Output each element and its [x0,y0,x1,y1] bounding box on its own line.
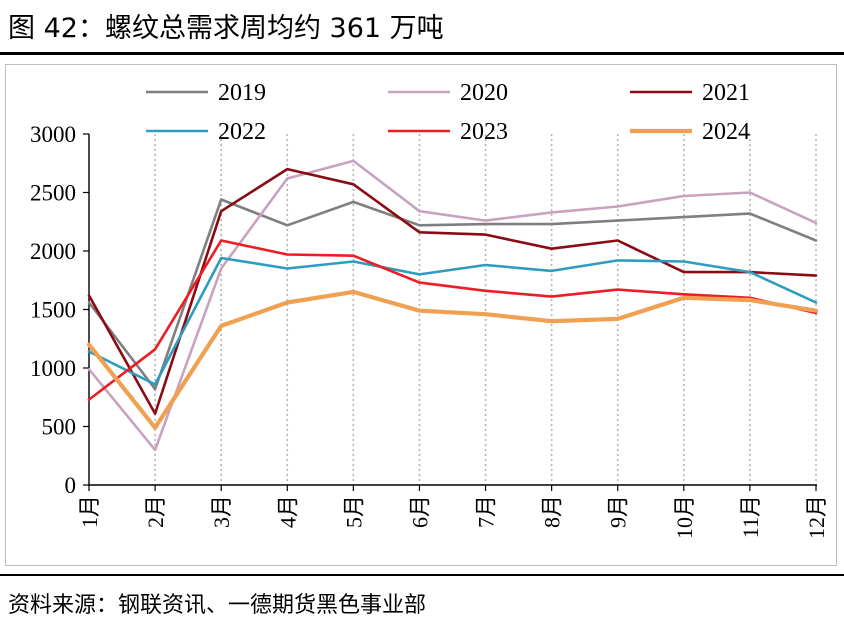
x-tick-label: 12月 [804,495,829,539]
x-tick-label: 2月 [143,495,168,528]
y-tick-label: 3000 [30,122,76,147]
series-line-2023 [87,239,818,401]
x-tick-label: 3月 [209,495,234,528]
y-tick-label: 500 [42,415,77,440]
x-tick-label: 10月 [672,495,697,539]
legend-label-2024: 2024 [702,119,750,145]
x-tick-label: 5月 [341,495,366,528]
x-tick-label: 7月 [474,495,499,528]
x-tick-label: 8月 [540,495,565,528]
x-tick-label: 4月 [275,495,300,528]
x-tick-label: 6月 [407,495,432,528]
series-line-2022 [87,256,818,386]
y-tick-label: 1000 [30,356,76,381]
series-line-2020 [87,159,818,452]
series-line-2024 [86,289,819,430]
bottom-rule [0,574,844,576]
legend-label-2019: 2019 [218,80,266,106]
x-tick-label: 11月 [738,495,763,538]
y-tick-label: 1500 [30,298,76,323]
series-line-2019 [87,198,818,391]
legend-label-2023: 2023 [460,119,508,145]
series-line-2021 [87,167,818,415]
x-tick-label: 9月 [606,495,631,528]
y-tick-label: 2000 [30,239,76,264]
legend-label-2022: 2022 [218,119,266,145]
y-tick-label: 0 [65,473,77,498]
y-tick-label: 2500 [30,181,76,206]
chart-frame [5,64,837,566]
source-note: 资料来源：钢联资讯、一德期货黑色事业部 [8,593,427,618]
legend-label-2021: 2021 [702,80,750,106]
top-rule [0,52,844,55]
x-tick-label: 1月 [77,495,102,528]
legend-label-2020: 2020 [460,80,508,106]
figure-title: 图 42：螺纹总需求周均约 361 万吨 [8,13,444,44]
